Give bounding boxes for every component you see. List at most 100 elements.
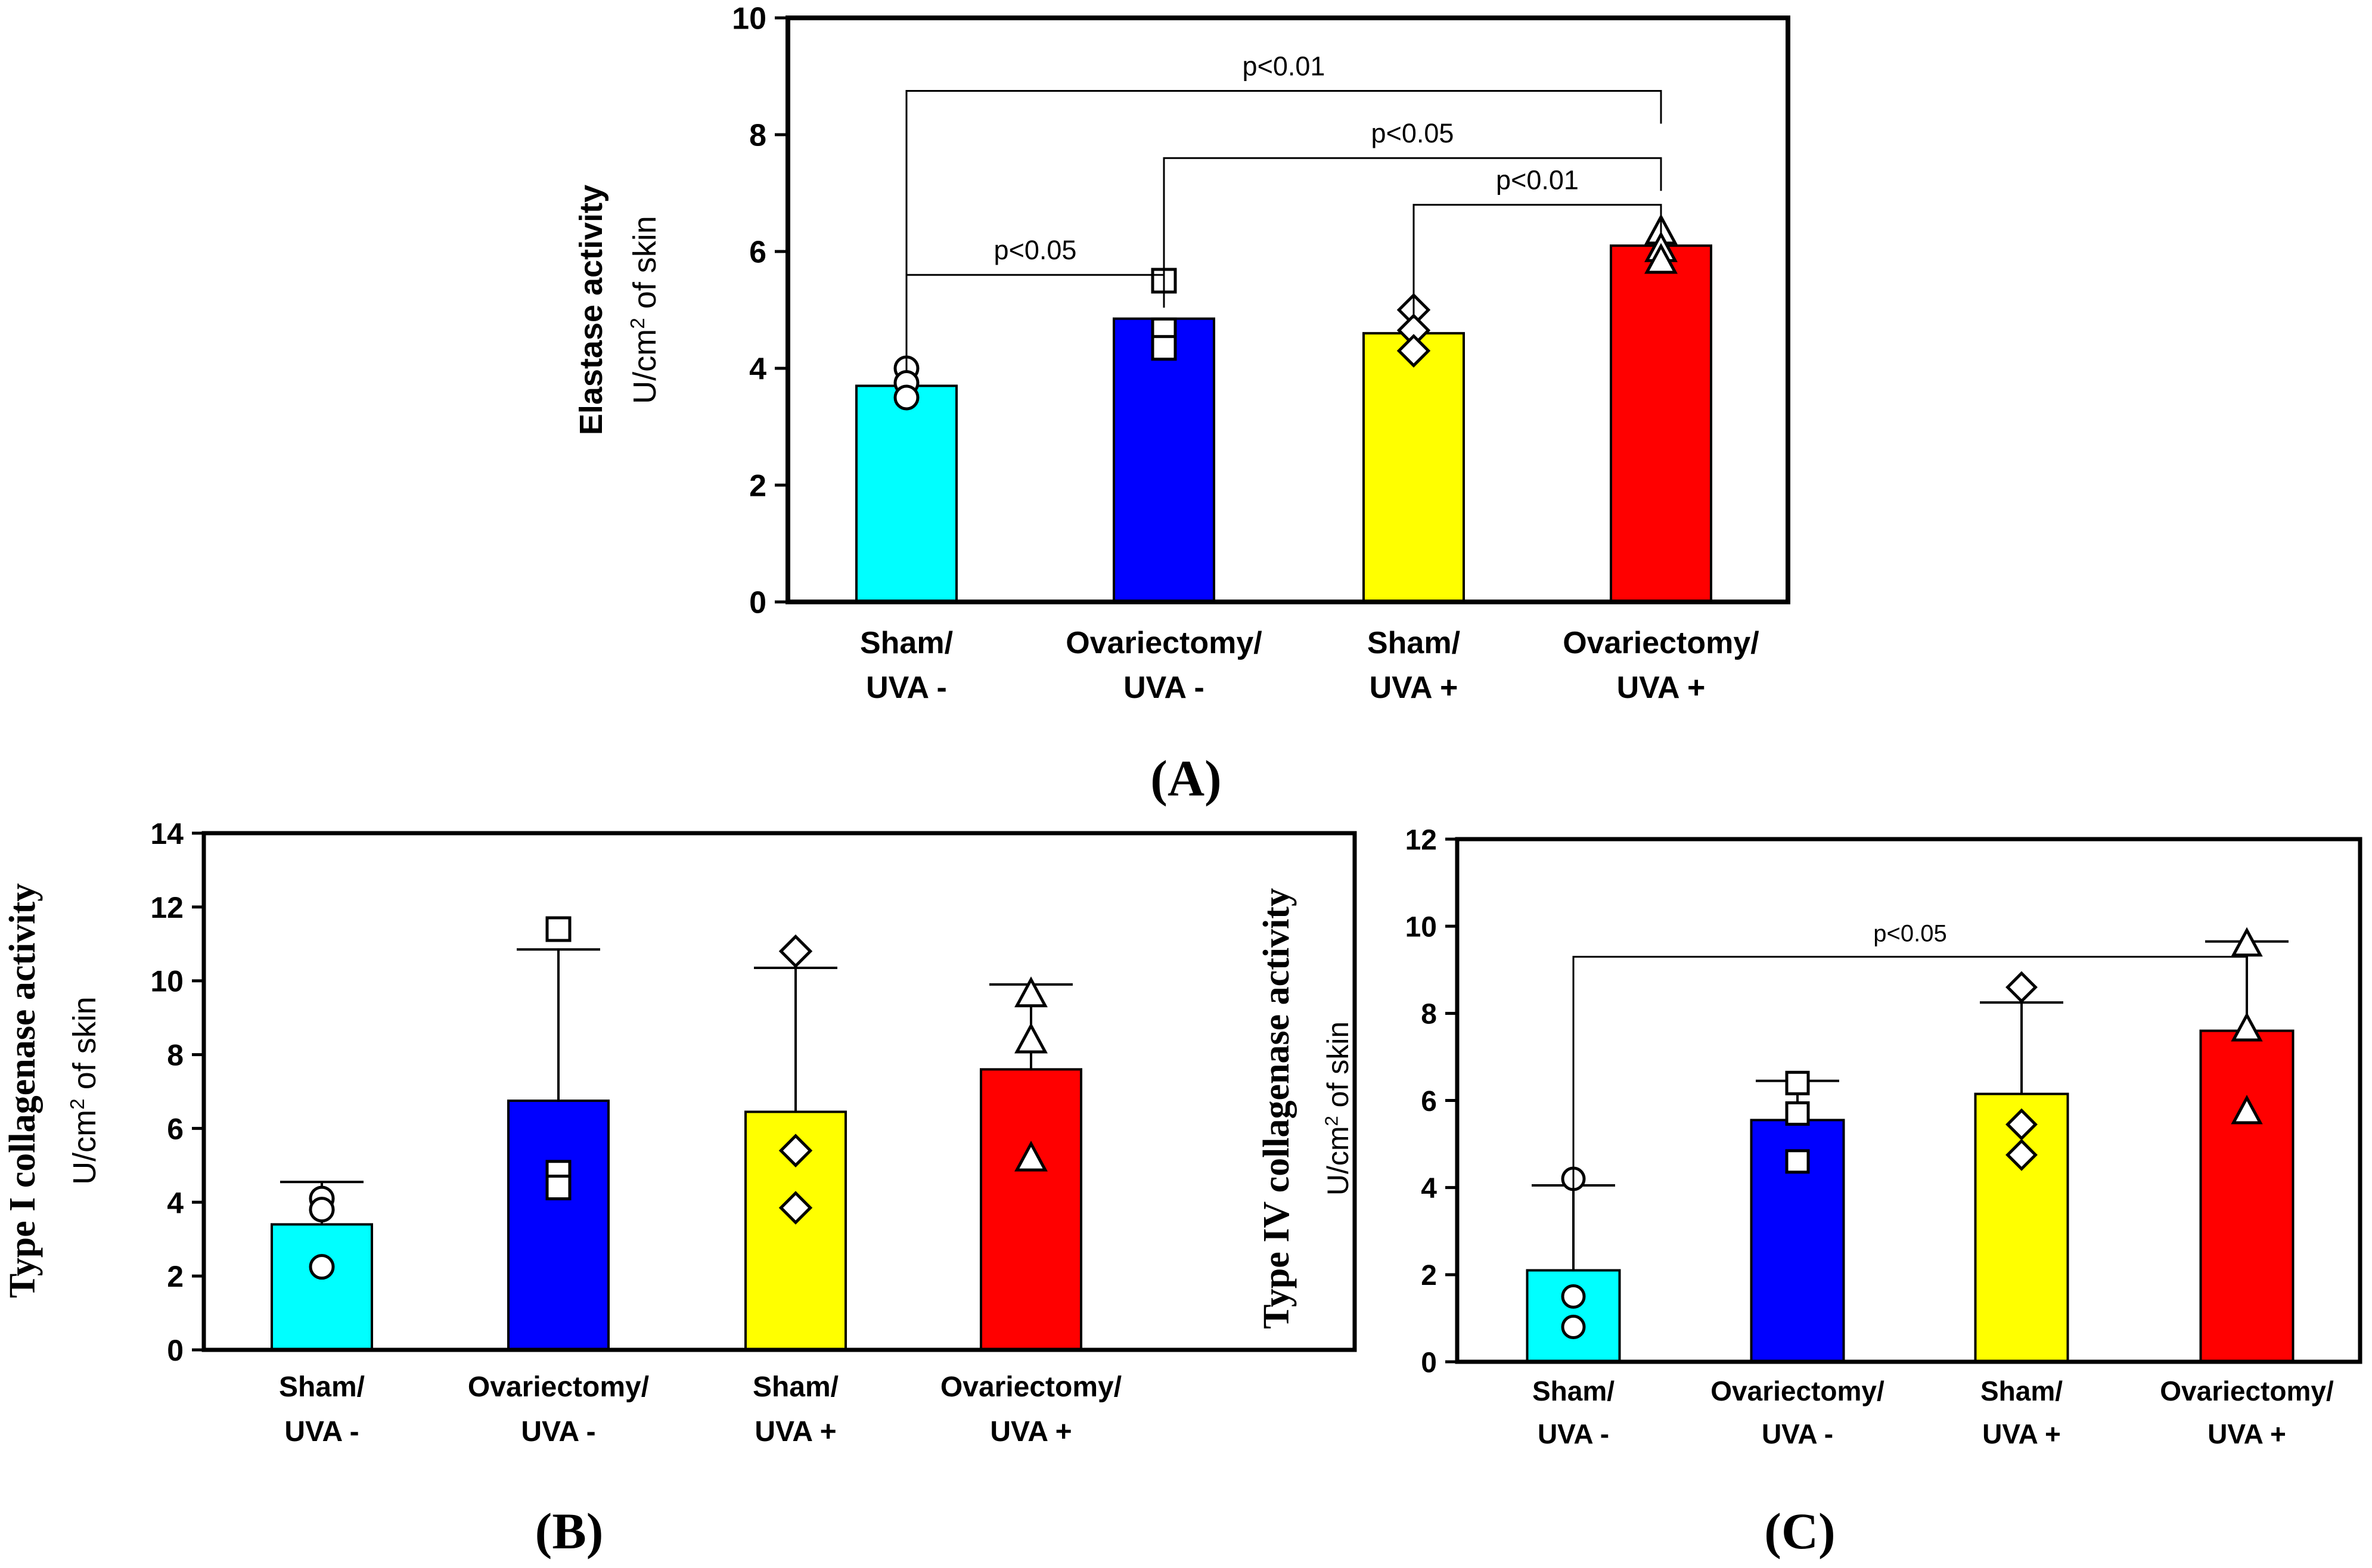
panel-label-paren: ): [586, 1502, 604, 1560]
x-category-label: UVA -: [1762, 1418, 1833, 1449]
data-point-triangle: [1014, 976, 1048, 1008]
x-category-label: Ovariectomy/: [468, 1371, 649, 1403]
x-category-label: Sham/: [1367, 626, 1460, 660]
x-category-label: UVA +: [1370, 670, 1458, 705]
panel-label-paren: ): [1204, 750, 1222, 807]
unit-text: of skin: [67, 996, 103, 1098]
y-tick-label: 4: [167, 1186, 184, 1219]
x-category-label: Ovariectomy/: [1710, 1376, 1884, 1406]
bar: [271, 1223, 373, 1352]
y-tick-label: 6: [749, 235, 766, 270]
data-point-triangle: [2231, 927, 2263, 957]
data-point-circle: [1561, 1315, 1586, 1340]
y-tick-label: 12: [150, 891, 184, 924]
y-tick-label: 12: [1405, 824, 1437, 856]
unit-text: U/cm: [67, 1110, 103, 1185]
bar: [1610, 244, 1712, 603]
unit-text: of skin: [627, 216, 663, 318]
panel-label-letter: C: [1781, 1502, 1818, 1560]
significance-bracket: [905, 90, 1662, 371]
y-tick-label: 0: [1421, 1347, 1437, 1378]
data-point-square: [1785, 1070, 1810, 1095]
significance-label: p<0.01: [1496, 165, 1579, 195]
chart-panel-b: 0 2 4 6 8 10 12 14 Sham/UVA - Ovariectomy/UVA - Sh…: [2, 817, 1357, 1560]
x-category-label: Sham/: [279, 1371, 365, 1403]
y-tick-label: 8: [167, 1039, 184, 1072]
data-point-square: [545, 916, 572, 942]
significance-bracket: [1412, 204, 1662, 319]
data-point-triangle: [1644, 243, 1678, 274]
y-tick-label: 10: [1405, 911, 1437, 943]
y-tick-label: 4: [1421, 1173, 1437, 1204]
y-tick-label: 2: [749, 469, 766, 504]
data-point-diamond: [778, 1134, 813, 1168]
significance-label: p<0.05: [1371, 118, 1454, 148]
plot-frame: [786, 15, 1790, 604]
y-tick-label: 4: [749, 352, 766, 387]
y-axis-title: Type I collagenase activity U/cm2 of skin: [2, 883, 103, 1298]
unit-text: of skin: [1321, 1021, 1355, 1116]
y-axis-title-unit: U/cm2 of skin: [627, 216, 663, 404]
x-category-label: UVA +: [990, 1416, 1072, 1448]
significance-bracket: [1572, 955, 2248, 1256]
y-tick-label: 6: [167, 1112, 184, 1145]
unit-superscript: 2: [1321, 1116, 1342, 1126]
panel-label-letter: A: [1168, 750, 1204, 807]
bar: [2199, 1029, 2295, 1363]
data-point-circle: [893, 384, 920, 411]
data-point-diamond: [778, 934, 813, 968]
y-tick-label: 2: [167, 1260, 184, 1293]
data-point-diamond: [2005, 1138, 2038, 1171]
x-category-label: Sham/: [860, 626, 953, 660]
x-category-label: UVA -: [284, 1416, 359, 1448]
y-tick-label: 8: [1421, 999, 1437, 1030]
data-point-diamond: [2005, 971, 2038, 1004]
chart-panel-c: 0 2 4 6 8 10 12 Sham/UVA - Ovariectomy/UVA - Sham…: [1256, 824, 2362, 1560]
unit-text: U/cm: [1321, 1126, 1355, 1196]
data-point-triangle: [1014, 1140, 1048, 1172]
significance-label: p<0.05: [994, 235, 1077, 265]
y-axis-title-main: Elastase activity: [573, 185, 609, 435]
bar: [507, 1099, 610, 1352]
x-category-label: UVA +: [1982, 1418, 2061, 1449]
y-tick-label: 2: [1421, 1260, 1437, 1291]
x-category-label: UVA +: [755, 1416, 836, 1448]
x-category-label: UVA -: [1538, 1418, 1609, 1449]
x-category-label: UVA -: [1123, 670, 1204, 705]
unit-superscript: 2: [67, 1098, 89, 1110]
data-point-diamond: [778, 1191, 813, 1225]
x-category-label: UVA -: [866, 670, 947, 705]
data-point-square: [1151, 335, 1177, 361]
bar: [1362, 332, 1465, 603]
bar: [980, 1068, 1082, 1352]
x-category-label: UVA -: [521, 1416, 595, 1448]
data-point-square: [1785, 1101, 1810, 1126]
y-tick-label: 14: [150, 817, 184, 850]
x-category-label: Sham/: [1532, 1376, 1615, 1406]
x-category-label: Sham/: [1980, 1376, 2063, 1406]
panel-label-paren: (: [1764, 1502, 1781, 1560]
unit-superscript: 2: [627, 318, 649, 329]
significance-label: p<0.05: [1873, 920, 1946, 946]
plot-frame: [201, 831, 1357, 1352]
data-point-diamond: [2005, 1108, 2038, 1141]
x-category-label: UVA +: [1617, 670, 1706, 705]
data-point-circle: [309, 1254, 335, 1280]
x-category-label: Sham/: [753, 1371, 839, 1403]
y-axis-title-main: Type I collagenase activity: [2, 883, 43, 1298]
y-tick-label: 10: [150, 965, 184, 998]
x-category-label: Ovariectomy/: [1066, 626, 1262, 660]
bar: [1113, 317, 1215, 603]
data-point-circle: [309, 1197, 335, 1223]
panel-label: (A): [1150, 750, 1221, 807]
y-axis-title: Type IV collagenase activity U/cm2 of ski…: [1256, 888, 1355, 1329]
x-category-label: Ovariectomy/: [1563, 626, 1759, 660]
unit-text: U/cm: [627, 329, 663, 404]
panel-label-paren: (: [535, 1502, 552, 1560]
data-point-circle: [1561, 1284, 1586, 1309]
data-point-square: [545, 1175, 572, 1201]
significance-bracket: [1163, 157, 1662, 304]
x-category-label: UVA +: [2208, 1418, 2286, 1449]
data-point-square: [1785, 1149, 1810, 1174]
